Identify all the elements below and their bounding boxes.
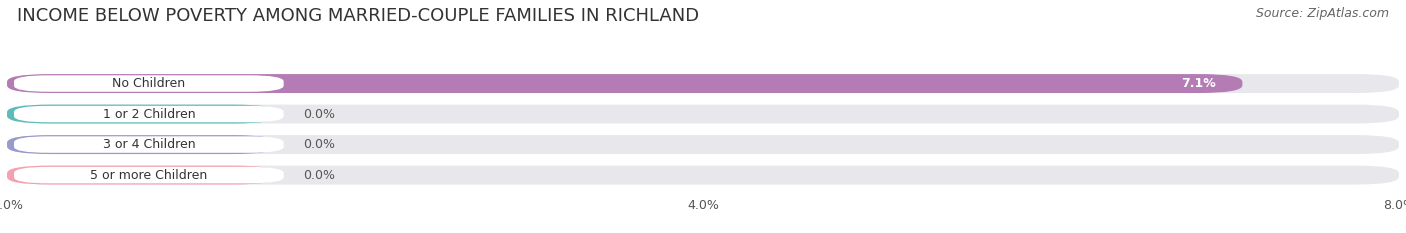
FancyBboxPatch shape bbox=[7, 135, 277, 154]
Text: 7.1%: 7.1% bbox=[1181, 77, 1216, 90]
FancyBboxPatch shape bbox=[7, 135, 1399, 154]
Text: INCOME BELOW POVERTY AMONG MARRIED-COUPLE FAMILIES IN RICHLAND: INCOME BELOW POVERTY AMONG MARRIED-COUPL… bbox=[17, 7, 699, 25]
Text: 5 or more Children: 5 or more Children bbox=[90, 169, 208, 182]
FancyBboxPatch shape bbox=[7, 105, 277, 123]
Text: 0.0%: 0.0% bbox=[302, 169, 335, 182]
FancyBboxPatch shape bbox=[14, 106, 284, 122]
FancyBboxPatch shape bbox=[7, 166, 277, 185]
Text: 1 or 2 Children: 1 or 2 Children bbox=[103, 108, 195, 120]
FancyBboxPatch shape bbox=[7, 166, 1399, 185]
FancyBboxPatch shape bbox=[14, 75, 284, 92]
FancyBboxPatch shape bbox=[7, 105, 1399, 123]
Text: Source: ZipAtlas.com: Source: ZipAtlas.com bbox=[1256, 7, 1389, 20]
FancyBboxPatch shape bbox=[7, 74, 1399, 93]
Text: 3 or 4 Children: 3 or 4 Children bbox=[103, 138, 195, 151]
FancyBboxPatch shape bbox=[7, 74, 1243, 93]
Text: No Children: No Children bbox=[112, 77, 186, 90]
Text: 0.0%: 0.0% bbox=[302, 138, 335, 151]
FancyBboxPatch shape bbox=[14, 136, 284, 153]
FancyBboxPatch shape bbox=[14, 167, 284, 183]
Text: 0.0%: 0.0% bbox=[302, 108, 335, 120]
